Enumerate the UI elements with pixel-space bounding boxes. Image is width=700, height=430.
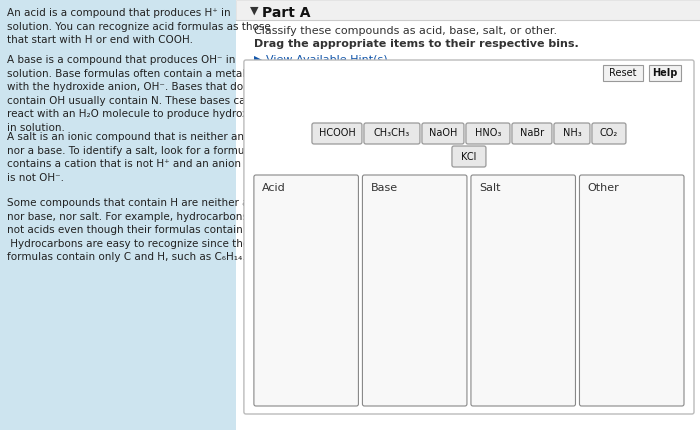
- FancyBboxPatch shape: [580, 175, 684, 406]
- Text: CH₃CH₃: CH₃CH₃: [374, 129, 410, 138]
- Text: Reset: Reset: [609, 68, 637, 78]
- FancyBboxPatch shape: [254, 175, 358, 406]
- Text: Classify these compounds as acid, base, salt, or other.: Classify these compounds as acid, base, …: [254, 26, 557, 36]
- FancyBboxPatch shape: [466, 123, 510, 144]
- Text: A base is a compound that produces OH⁻ in
solution. Base formulas often contain : A base is a compound that produces OH⁻ i…: [7, 55, 281, 133]
- FancyBboxPatch shape: [512, 123, 552, 144]
- FancyBboxPatch shape: [592, 123, 626, 144]
- FancyBboxPatch shape: [452, 146, 486, 167]
- Text: HCOOH: HCOOH: [318, 129, 356, 138]
- FancyBboxPatch shape: [312, 123, 362, 144]
- Text: KCl: KCl: [461, 151, 477, 162]
- Text: Help: Help: [652, 68, 678, 78]
- FancyBboxPatch shape: [244, 60, 694, 414]
- Text: Other: Other: [587, 183, 620, 193]
- FancyBboxPatch shape: [554, 123, 590, 144]
- Text: Salt: Salt: [479, 183, 500, 193]
- Text: Base: Base: [370, 183, 398, 193]
- Text: Part A: Part A: [262, 6, 310, 20]
- FancyBboxPatch shape: [649, 65, 681, 81]
- Bar: [0, 0, 236, 430]
- Text: ▼: ▼: [250, 6, 258, 16]
- FancyBboxPatch shape: [603, 65, 643, 81]
- Text: ▶ View Available Hint(s): ▶ View Available Hint(s): [254, 54, 388, 64]
- Text: NaOH: NaOH: [429, 129, 457, 138]
- Bar: [236, 0, 700, 20]
- FancyBboxPatch shape: [364, 123, 420, 144]
- Text: CO₂: CO₂: [600, 129, 618, 138]
- Text: Some compounds that contain H are neither acid,
nor base, nor salt. For example,: Some compounds that contain H are neithe…: [7, 198, 268, 262]
- Text: A salt is an ionic compound that is neither an acid
nor a base. To identify a sa: A salt is an ionic compound that is neit…: [7, 132, 279, 183]
- FancyBboxPatch shape: [422, 123, 464, 144]
- Text: Acid: Acid: [262, 183, 286, 193]
- Text: NaBr: NaBr: [520, 129, 544, 138]
- Text: HNO₃: HNO₃: [475, 129, 501, 138]
- Text: Drag the appropriate items to their respective bins.: Drag the appropriate items to their resp…: [254, 39, 579, 49]
- FancyBboxPatch shape: [471, 175, 575, 406]
- FancyBboxPatch shape: [363, 175, 467, 406]
- Text: NH₃: NH₃: [563, 129, 581, 138]
- Text: An acid is a compound that produces H⁺ in
solution. You can recognize acid formu: An acid is a compound that produces H⁺ i…: [7, 8, 271, 45]
